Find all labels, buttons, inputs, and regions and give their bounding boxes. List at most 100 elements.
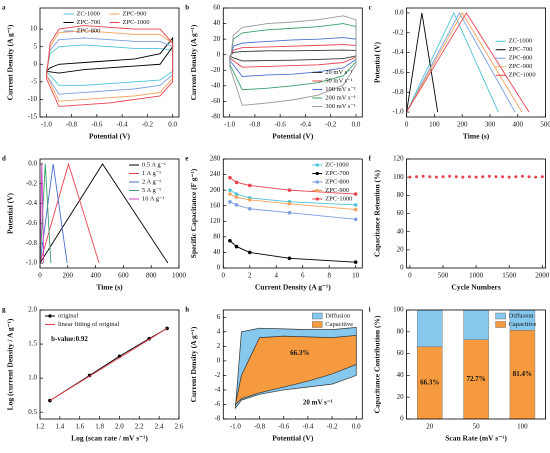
x-tick-label: 200 (63, 272, 74, 280)
y-tick-label: -0.8 (26, 239, 38, 247)
line (39, 163, 45, 264)
y-tick-label: 0 (400, 415, 404, 423)
y-tick-label: 80 (397, 191, 405, 199)
marker (228, 175, 232, 180)
legend-label: 300 mV s⁻¹ (325, 103, 356, 110)
y-tick-label: 0 (217, 264, 221, 272)
x-tick-label: -0.2 (327, 423, 339, 431)
marker (247, 207, 252, 211)
y-tick-label: -5 (31, 77, 37, 85)
plot-frame (406, 7, 547, 118)
x-tick-label: -0.6 (275, 121, 287, 129)
panel-letter: c (369, 4, 372, 12)
panel-letter: i (369, 306, 371, 314)
legend-label: Diffusion (325, 312, 351, 319)
y-axis-label: Capacitance Retention (%) (372, 169, 381, 257)
y-tick-label: -10 (28, 95, 38, 103)
marker (228, 200, 232, 204)
line (49, 328, 168, 401)
panel-letter: a (2, 4, 6, 12)
legend-label: ZC-1000 (509, 38, 532, 45)
legend-label: ZPC-700 (509, 46, 533, 53)
y-tick-label: -1.0 (26, 259, 38, 267)
y-tick-label: 20 (397, 393, 405, 401)
x-tick-label: -0.8 (66, 121, 78, 129)
y-tick-label: 0 (400, 264, 404, 272)
y-tick-label: -0.4 (26, 199, 38, 207)
annotation: 66.3% (290, 349, 309, 357)
marker (247, 183, 252, 188)
panel-letter: e (185, 155, 188, 163)
marker (234, 203, 239, 207)
y-tick-label: 4 (217, 327, 221, 335)
y-tick-label: 240 (210, 170, 221, 178)
panel-letter: h (185, 306, 189, 314)
y-tick-label: -40 (211, 81, 221, 89)
y-tick-label: -0.6 (26, 219, 38, 227)
panel: c -1.0 -0.8 -0.6 -0.4 -0.2 0.0 0 100 200 300 400 500… (369, 4, 550, 141)
x-tick-label: 1000 (469, 272, 484, 280)
marker (228, 188, 232, 192)
legend-label: 200 mV s⁻¹ (325, 94, 356, 101)
bar-segment (417, 309, 443, 347)
x-tick-label: -0.4 (302, 423, 314, 431)
marker (234, 195, 239, 199)
panel-letter: d (2, 155, 6, 163)
y-tick-label: 60 (213, 4, 221, 12)
point (487, 174, 491, 178)
x-tick-label: 2 (248, 272, 252, 280)
point (474, 175, 478, 179)
marker (234, 244, 239, 249)
point (501, 175, 505, 179)
x-tick-label: -1.0 (41, 121, 53, 129)
y-tick-label: -0.4 (393, 48, 405, 56)
x-tick-label: 10 (352, 272, 360, 280)
x-tick-label: 0.0 (352, 423, 361, 431)
y-tick-label: 60 (397, 209, 405, 217)
point (428, 175, 432, 179)
legend-label: ZPC-900 (325, 187, 349, 194)
y-axis-label: Current Density (A g⁻¹) (6, 24, 15, 100)
x-axis-label: Potential (V) (272, 434, 314, 443)
x-tick-label: -0.6 (278, 423, 290, 431)
line (39, 163, 169, 264)
legend-label: Capacitive (325, 321, 353, 328)
plot-frame (39, 309, 180, 420)
y-tick-label: -0.2 (26, 179, 38, 187)
y-tick-label: -1.0 (393, 108, 405, 116)
y-tick-label: 40 (397, 371, 405, 379)
x-tick-label: 300 (485, 121, 496, 129)
panel-letter: f (369, 155, 372, 163)
legend-swatch (312, 321, 323, 328)
value-label: 66.3% (420, 378, 439, 386)
panel: d -1.0 -0.8 -0.6 -0.4 -0.2 0.0 0 200 400 600 800 100… (2, 155, 187, 292)
plot-frame (222, 158, 363, 269)
plot-frame (406, 158, 547, 269)
y-tick-label: 0 (217, 50, 221, 58)
legend-swatch (312, 312, 323, 320)
marker (234, 192, 239, 196)
marker (353, 192, 358, 196)
x-tick-label: 1.6 (75, 423, 84, 431)
x-tick-label: 0 (38, 272, 42, 280)
legend-label: ZPC-900 (509, 63, 533, 70)
plot-frame (39, 158, 180, 269)
value-label: 72.7% (466, 375, 485, 383)
y-tick-label: 100 (393, 173, 404, 181)
point (454, 175, 458, 179)
y-axis-label: Potential (V) (6, 192, 15, 234)
point (448, 174, 452, 178)
annotation: 20 mV s⁻¹ (303, 398, 333, 406)
x-tick-label: -1.0 (224, 121, 236, 129)
line (229, 49, 357, 62)
x-tick-label: 0.0 (168, 121, 177, 129)
marker (353, 260, 358, 264)
x-tick-label: 2.4 (155, 423, 164, 431)
legend-label: ZPC-800 (325, 178, 349, 185)
y-tick-label: 280 (210, 155, 221, 163)
x-tick-label: 100 (517, 423, 528, 431)
marker (353, 207, 358, 212)
legend-label: ZC-1000 (325, 161, 348, 168)
legend-label: 0.5 A g⁻¹ (142, 161, 166, 168)
legend-label: ZPC-800 (509, 55, 533, 62)
